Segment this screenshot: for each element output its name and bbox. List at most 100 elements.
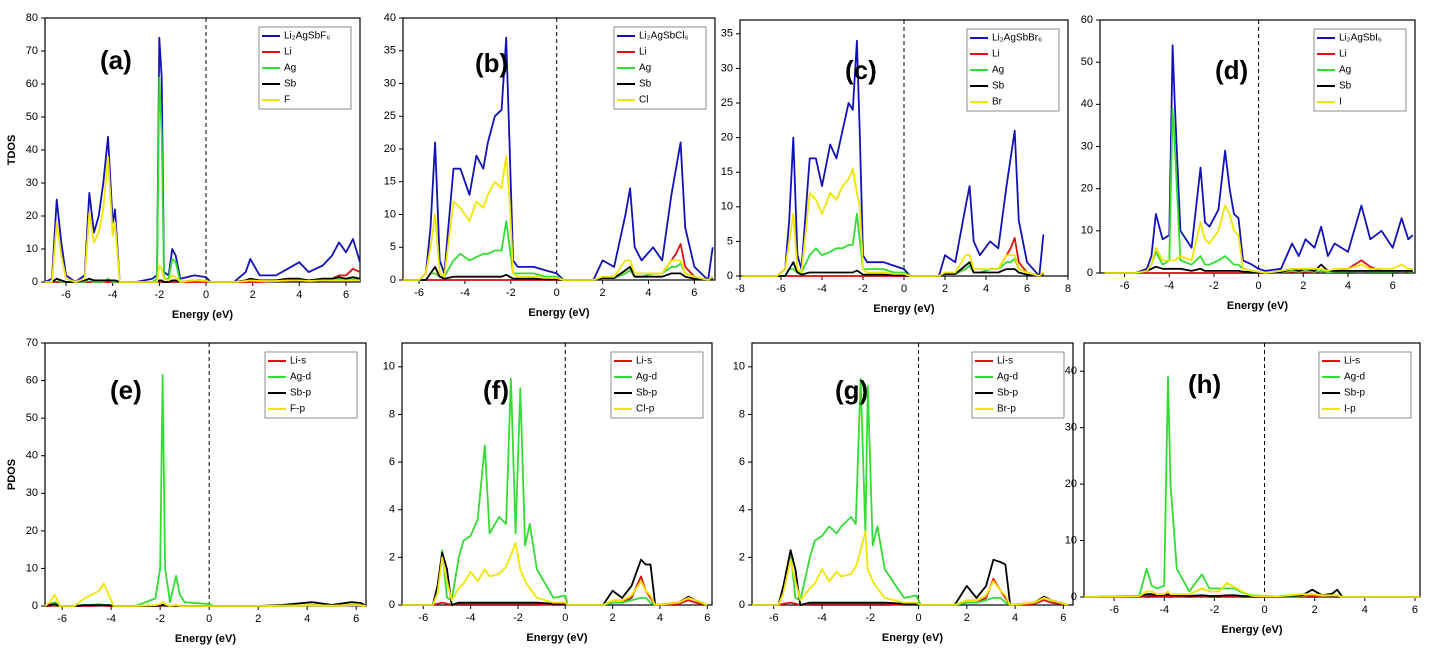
y-tick-label: 20 xyxy=(26,210,38,222)
x-tick-label: -4 xyxy=(817,283,827,295)
legend-label: Li-s xyxy=(290,356,306,367)
legend-label: Sb-p xyxy=(290,388,312,399)
dos-line xyxy=(1104,263,1413,274)
x-tick-label: 6 xyxy=(343,289,349,301)
x-tick-label: 6 xyxy=(704,612,710,624)
y-tick-label: 30 xyxy=(721,62,733,74)
y-tick-label: 40 xyxy=(384,12,396,24)
x-tick-label: 0 xyxy=(1256,280,1262,292)
x-tick-label: 4 xyxy=(1012,612,1018,624)
y-tick-label: 0 xyxy=(390,274,396,286)
dos-line xyxy=(44,582,367,607)
y-tick-label: 10 xyxy=(26,243,38,255)
x-tick-label: -6 xyxy=(418,612,428,624)
legend-label: Ag-d xyxy=(290,372,311,383)
x-tick-label: -2 xyxy=(865,612,875,624)
x-axis-title: Energy (eV) xyxy=(526,632,587,644)
y-tick-label: 10 xyxy=(733,361,745,373)
y-tick-label: 4 xyxy=(389,504,395,516)
x-tick-label: 2 xyxy=(1312,604,1318,616)
panel: 0 2 4 6 8 10 -6 -4 -2 0 2 4 6 Energy (eV) (f) Li-s Ag-d S… xyxy=(383,342,713,644)
y-tick-label: 4 xyxy=(739,504,745,516)
x-tick-label: 2 xyxy=(255,613,261,625)
x-tick-label: -4 xyxy=(817,612,827,624)
dos-line xyxy=(403,266,714,281)
y-tick-label: 6 xyxy=(389,456,395,468)
dos-line xyxy=(403,154,714,281)
y-tick-label: 10 xyxy=(1081,225,1093,237)
x-tick-label: 4 xyxy=(645,287,651,299)
x-tick-label: -4 xyxy=(106,613,116,625)
y-tick-label: 30 xyxy=(26,177,38,189)
panel-label: (b) xyxy=(475,48,508,78)
panel: 0 10 20 30 40 50 60 -6 -4 -2 0 2 4 6 Energy (eV) (d) Li₂… xyxy=(1081,14,1416,312)
y-tick-label: 60 xyxy=(26,78,38,90)
x-tick-label: -2 xyxy=(155,613,165,625)
y-tick-label: 0 xyxy=(727,270,733,282)
panel-label: (e) xyxy=(110,375,142,405)
x-tick-label: 6 xyxy=(1412,604,1418,616)
x-tick-label: 0 xyxy=(915,612,921,624)
y-tick-label: 10 xyxy=(1065,534,1077,546)
legend-label: Sb xyxy=(639,79,652,90)
x-tick-label: -4 xyxy=(460,287,470,299)
y-tick-label: 30 xyxy=(1081,140,1093,152)
legend-label: Sb xyxy=(992,81,1005,92)
legend-label: Li₂AgSbCl₆ xyxy=(639,31,689,42)
x-tick-label: 6 xyxy=(1390,280,1396,292)
panel: 0 10 20 30 40 -6 -4 -2 0 2 4 6 Energy (eV) (h) Li-s Ag-… xyxy=(1065,342,1421,636)
dos-line xyxy=(402,542,708,606)
legend-label: Li xyxy=(639,47,647,58)
legend-label: Li xyxy=(1339,49,1347,60)
legend-label: Li xyxy=(284,47,292,58)
y-tick-label: 20 xyxy=(721,132,733,144)
y-tick-label: 30 xyxy=(384,77,396,89)
y-tick-label: 70 xyxy=(26,45,38,57)
panel-label: (f) xyxy=(483,375,509,405)
x-axis-title: Energy (eV) xyxy=(1221,624,1282,636)
dos-line xyxy=(742,261,1044,277)
y-tick-label: 0 xyxy=(1087,267,1093,279)
x-tick-label: 6 xyxy=(1024,283,1030,295)
legend-label: Br-p xyxy=(997,404,1016,415)
y-tick-label: 60 xyxy=(1081,14,1093,26)
y-tick-label: 15 xyxy=(384,176,396,188)
dos-line xyxy=(742,39,1045,277)
x-tick-label: 2 xyxy=(942,283,948,295)
x-tick-label: 6 xyxy=(353,613,359,625)
panel-label: (c) xyxy=(845,55,877,85)
x-tick-label: 2 xyxy=(964,612,970,624)
x-axis-title: Energy (eV) xyxy=(172,309,233,321)
y-tick-label: 25 xyxy=(384,110,396,122)
dos-line xyxy=(1083,588,1420,598)
legend-label: Ag xyxy=(992,65,1004,76)
x-tick-label: -4 xyxy=(108,289,118,301)
y-tick-label: 10 xyxy=(721,201,733,213)
x-tick-label: -4 xyxy=(1164,280,1174,292)
x-tick-label: -2 xyxy=(154,289,164,301)
x-tick-label: 8 xyxy=(1065,283,1071,295)
panel: 0 5 10 15 20 25 30 35 40 -6 -4 -2 0 2 4 6 Energy (eV) (b)… xyxy=(384,12,716,319)
y-tick-label: 40 xyxy=(26,450,38,462)
legend-label: Li-s xyxy=(636,356,652,367)
legend-label: F xyxy=(284,95,290,106)
legend-label: Li-s xyxy=(997,356,1013,367)
x-tick-label: -2 xyxy=(513,612,523,624)
y-tick-label: 35 xyxy=(384,45,396,57)
x-tick-label: 0 xyxy=(554,287,560,299)
y-tick-label: 5 xyxy=(727,235,733,247)
x-tick-label: -6 xyxy=(1120,280,1130,292)
y-tick-label: 20 xyxy=(1065,478,1077,490)
y-tick-label: 6 xyxy=(739,456,745,468)
dos-line xyxy=(1104,259,1413,274)
x-tick-label: -6 xyxy=(414,287,424,299)
x-tick-label: 4 xyxy=(1345,280,1351,292)
x-axis-title: Energy (eV) xyxy=(873,303,934,315)
dos-line xyxy=(44,601,367,607)
x-tick-label: -2 xyxy=(1209,604,1219,616)
panel-label: (g) xyxy=(835,375,868,405)
dos-line xyxy=(752,377,1069,606)
dos-line xyxy=(742,167,1044,277)
dos-line xyxy=(752,549,1069,606)
y-tick-label: 0 xyxy=(739,599,745,611)
